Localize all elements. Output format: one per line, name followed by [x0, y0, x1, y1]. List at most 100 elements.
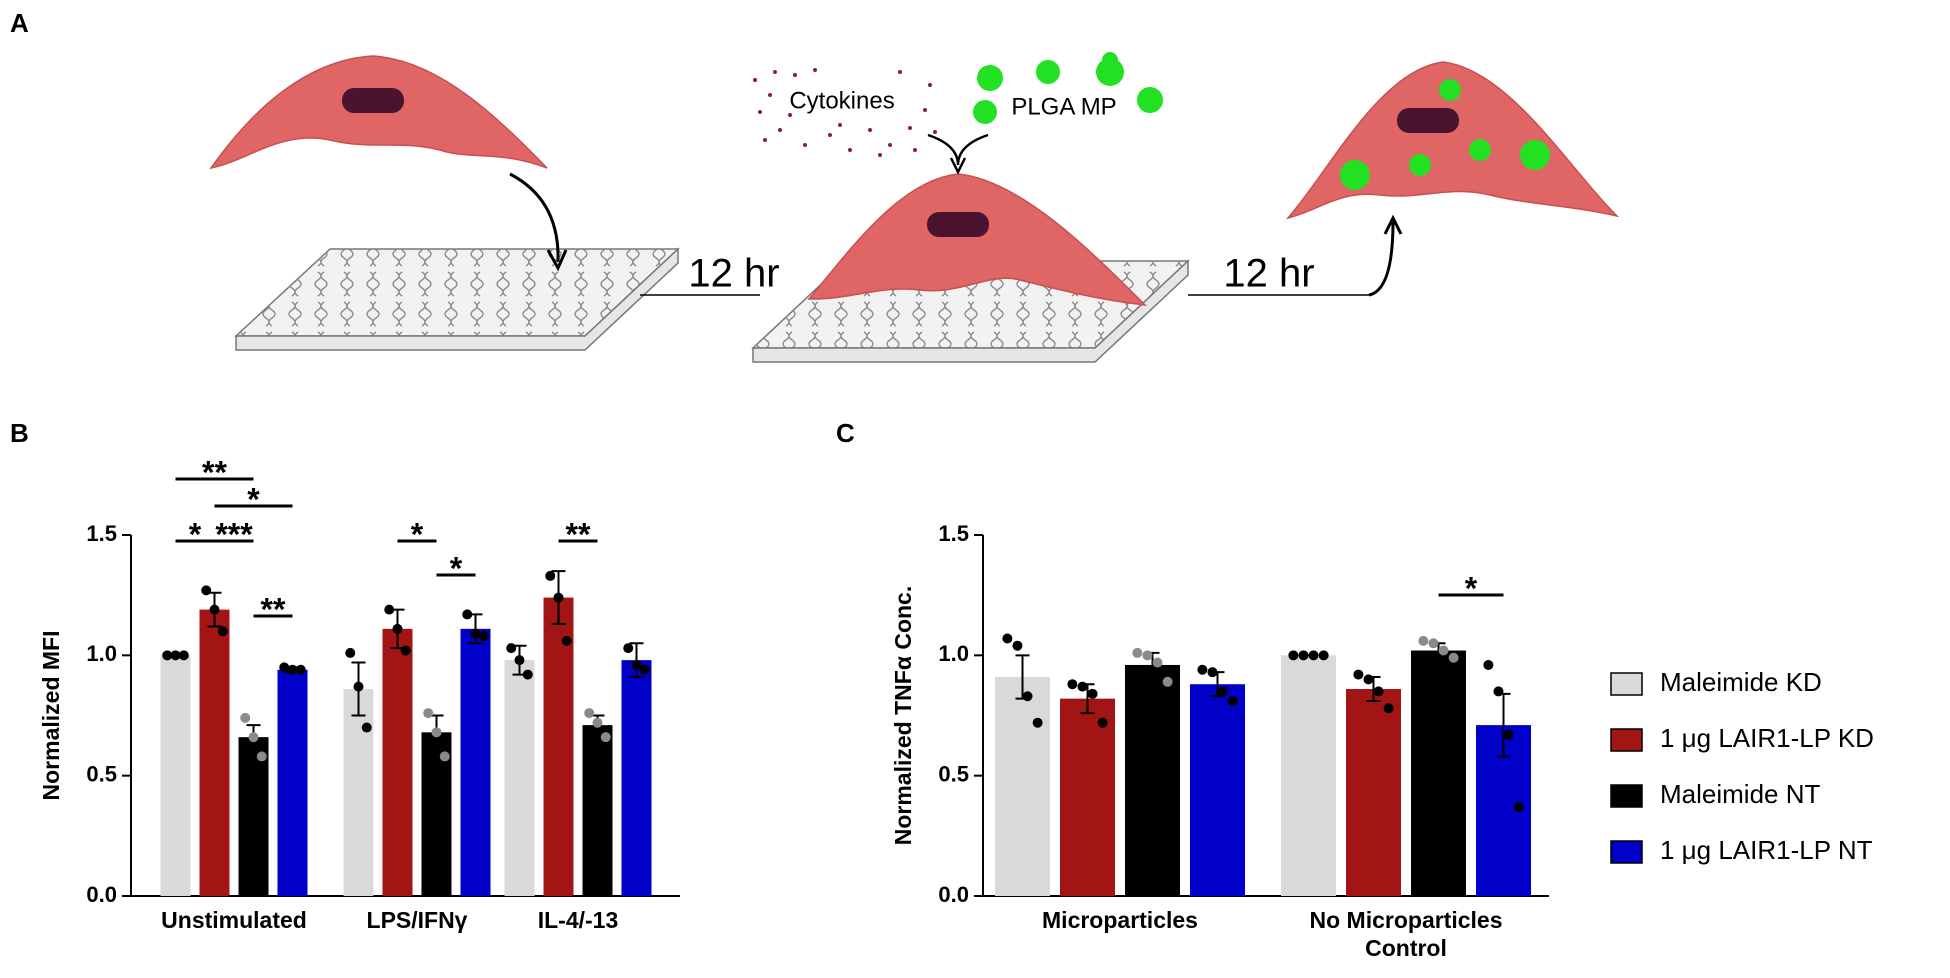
y-tick-label: 0.5	[938, 761, 969, 786]
nucleus	[927, 212, 989, 237]
data-point	[1448, 652, 1459, 663]
data-point	[592, 717, 603, 728]
data-point	[256, 751, 267, 762]
data-point	[279, 662, 290, 673]
data-point	[1142, 650, 1153, 661]
data-point	[514, 655, 525, 666]
arrow	[1368, 221, 1395, 297]
significance-label: *	[189, 516, 202, 552]
data-point	[600, 732, 611, 743]
y-tick-label: 1.5	[86, 521, 117, 546]
cell	[807, 173, 1148, 306]
bar	[382, 628, 413, 896]
x-tick-label: LPS/IFNγ	[366, 907, 468, 933]
data-point	[1288, 650, 1299, 661]
y-tick-label: 0.5	[86, 761, 117, 786]
data-point	[1087, 688, 1098, 699]
data-point	[1363, 674, 1374, 685]
bar	[277, 669, 308, 896]
data-point	[201, 585, 212, 596]
data-point	[478, 631, 489, 642]
merge-arrow	[927, 133, 989, 166]
data-point	[248, 732, 259, 743]
data-point	[1308, 650, 1319, 661]
bar	[1060, 698, 1115, 896]
bar	[238, 737, 269, 896]
x-tick-label: IL-4/-13	[537, 907, 619, 933]
data-point	[170, 650, 181, 661]
data-point	[1217, 686, 1228, 697]
data-point	[553, 592, 564, 603]
data-point	[1097, 717, 1108, 728]
data-point	[1152, 657, 1163, 668]
bar	[160, 655, 191, 896]
data-point	[584, 708, 595, 719]
y-tick-label: 1.5	[938, 521, 969, 546]
bar	[582, 725, 613, 896]
data-point	[384, 604, 395, 615]
data-point	[1207, 667, 1218, 678]
bar	[504, 660, 535, 896]
data-point	[1513, 801, 1524, 812]
x-tick-label: Microparticles	[1042, 907, 1198, 933]
data-point	[506, 643, 517, 654]
bar	[1281, 655, 1336, 896]
data-point	[361, 722, 372, 733]
data-point	[287, 664, 298, 675]
cell	[1285, 61, 1620, 220]
plate-edge	[235, 247, 679, 351]
arrow	[509, 172, 560, 263]
bar	[1411, 650, 1466, 896]
panel-label: C	[836, 418, 855, 448]
x-tick-label: No Microparticles Control	[1309, 907, 1503, 961]
bar	[1190, 684, 1245, 896]
significance-label: **	[261, 591, 286, 627]
time-label: 12 hr	[688, 252, 779, 296]
data-point	[1373, 686, 1384, 697]
significance-label: *	[1465, 570, 1478, 606]
legend-label: 1 μg LAIR1-LP KD	[1660, 723, 1874, 753]
data-point	[623, 643, 634, 654]
data-point	[1067, 679, 1078, 690]
bar	[621, 660, 652, 896]
bar	[199, 609, 230, 896]
data-point	[439, 751, 450, 762]
data-point	[209, 604, 220, 615]
bar	[1346, 689, 1401, 896]
legend-swatch	[1610, 672, 1643, 696]
data-point	[423, 708, 434, 719]
microparticles	[973, 52, 1163, 124]
data-point	[1012, 640, 1023, 651]
y-axis-title: Normalized TNFα Conc.	[890, 586, 916, 846]
bar	[460, 628, 491, 896]
nucleus	[342, 88, 404, 113]
data-point	[162, 650, 173, 661]
significance-label: ***	[215, 516, 253, 552]
bar	[543, 597, 574, 896]
significance-label: **	[566, 516, 591, 552]
arrow-head	[1383, 214, 1403, 235]
x-tick-label: Unstimulated	[161, 907, 307, 933]
y-tick-label: 0.0	[938, 882, 969, 907]
data-point	[470, 628, 481, 639]
data-point	[431, 727, 442, 738]
data-point	[400, 645, 411, 656]
data-point	[345, 647, 356, 658]
bar	[343, 689, 374, 896]
significance-label: *	[247, 481, 260, 517]
legend-label: Maleimide NT	[1660, 779, 1820, 809]
plate-edge	[752, 259, 1189, 363]
data-point	[1227, 696, 1238, 707]
arrow-head	[949, 157, 967, 175]
y-tick-label: 1.0	[86, 641, 117, 666]
data-point	[1353, 669, 1364, 680]
data-point	[1418, 635, 1429, 646]
legend-swatch	[1610, 728, 1643, 752]
data-point	[1438, 645, 1449, 656]
cytokine-dots	[753, 68, 937, 157]
dna	[236, 249, 678, 336]
data-point	[561, 635, 572, 646]
data-point	[217, 626, 228, 637]
